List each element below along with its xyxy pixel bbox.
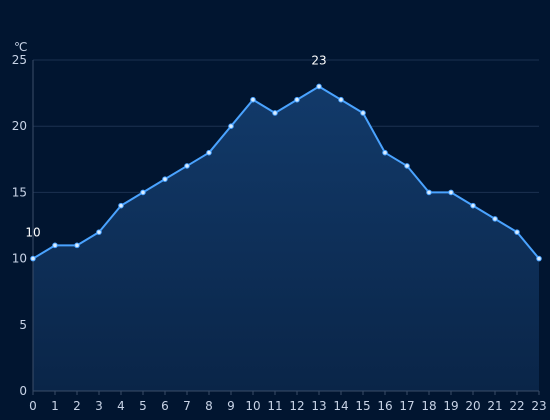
data-point[interactable] — [184, 163, 190, 169]
data-point[interactable] — [470, 202, 476, 209]
x-tick-label: 15 — [355, 399, 370, 413]
x-tick-label: 16 — [377, 399, 392, 413]
y-tick-label: 15 — [12, 185, 27, 199]
x-tick-label: 19 — [443, 399, 458, 413]
x-tick-label: 17 — [399, 399, 414, 413]
data-points — [30, 83, 542, 262]
x-tick-label: 5 — [139, 399, 147, 413]
x-tick-label: 3 — [95, 399, 103, 413]
data-point[interactable] — [206, 149, 212, 156]
x-tick-label: 0 — [29, 399, 37, 413]
data-point[interactable] — [338, 96, 344, 103]
x-tick-label: 20 — [465, 399, 480, 413]
data-point[interactable] — [404, 163, 410, 169]
x-tick-label: 1 — [51, 399, 59, 413]
x-tick-label: 18 — [421, 399, 436, 413]
x-tick-label: 2 — [73, 399, 81, 413]
data-point[interactable] — [30, 255, 36, 262]
data-point[interactable] — [360, 110, 366, 116]
data-point[interactable] — [448, 189, 454, 196]
x-tick-label: 10 — [245, 399, 260, 413]
y-axis-unit-label: ℃ — [14, 40, 27, 54]
data-point[interactable] — [536, 255, 542, 262]
data-labels: 10 23 — [25, 53, 326, 239]
data-point[interactable] — [140, 189, 146, 196]
x-tick-label: 4 — [117, 399, 125, 413]
data-point[interactable] — [74, 242, 80, 249]
data-point[interactable] — [250, 96, 256, 103]
y-tick-label: 10 — [12, 252, 27, 266]
data-point[interactable] — [316, 83, 322, 90]
data-point[interactable] — [162, 176, 168, 182]
y-tick-label: 20 — [12, 119, 27, 133]
data-label: 10 — [25, 226, 40, 240]
x-tick-label: 12 — [289, 399, 304, 413]
data-point[interactable] — [426, 189, 432, 196]
x-tick-label: 7 — [183, 399, 191, 413]
data-point[interactable] — [382, 149, 388, 156]
x-tick-label: 21 — [487, 399, 502, 413]
x-tick-label: 11 — [267, 399, 282, 413]
data-point[interactable] — [294, 96, 300, 103]
x-tick-label: 13 — [311, 399, 326, 413]
x-tick-label: 22 — [509, 399, 524, 413]
y-tick-label: 5 — [19, 318, 27, 332]
x-tick-label: 6 — [161, 399, 169, 413]
data-point[interactable] — [118, 202, 124, 209]
y-tick-label: 0 — [19, 384, 27, 398]
x-tick-label: 14 — [333, 399, 348, 413]
data-point[interactable] — [492, 216, 498, 222]
data-point[interactable] — [52, 242, 58, 249]
data-point[interactable] — [228, 123, 234, 129]
data-point[interactable] — [514, 229, 520, 235]
x-tick-label: 8 — [205, 399, 213, 413]
area-fill — [33, 86, 539, 391]
data-label: 23 — [311, 53, 326, 67]
x-tick-label: 9 — [227, 399, 235, 413]
area-series — [32, 85, 540, 391]
x-tick-label: 23 — [531, 399, 546, 413]
data-point[interactable] — [96, 229, 102, 235]
series-line — [32, 85, 540, 260]
data-point[interactable] — [272, 110, 278, 116]
y-tick-label: 25 — [12, 53, 27, 67]
